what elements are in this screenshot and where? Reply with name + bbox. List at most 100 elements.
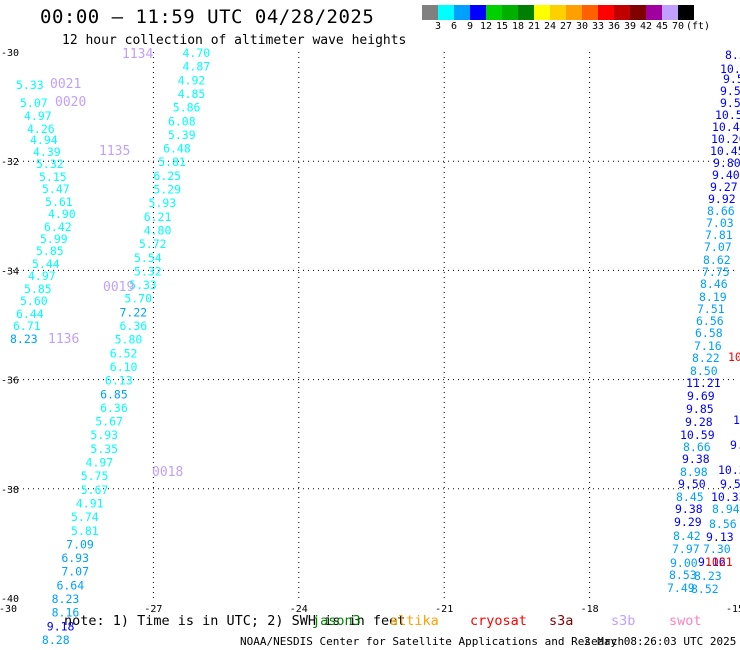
colorbar	[422, 5, 694, 20]
swh-value: 5.29	[153, 183, 181, 197]
colorbar-label: 12	[479, 21, 493, 32]
colorbar-swatch	[486, 5, 502, 20]
swh-value: 9.00	[670, 556, 698, 570]
swh-value: 4.90	[48, 207, 76, 221]
swh-value: 8.46	[700, 277, 728, 291]
swh-value: 6.42	[44, 220, 72, 234]
swh-value: 4.97	[28, 269, 56, 283]
swh-value: 4.87	[182, 60, 210, 74]
swh-value: 4.39	[33, 145, 61, 159]
lat-tick-label: -30	[1, 48, 19, 59]
colorbar-swatch	[630, 5, 646, 20]
swh-value: 8.98	[680, 465, 708, 479]
swh-value: 4.80	[144, 223, 172, 237]
colorbar-swatch	[662, 5, 678, 20]
swh-value: 9.85	[686, 402, 714, 416]
swh-value: 6.85	[100, 387, 128, 401]
swh-value: 6.13	[105, 374, 133, 388]
colorbar-swatch	[438, 5, 454, 20]
pass-time-tag: 1134	[122, 47, 153, 62]
legend-item-s3a: s3a	[549, 613, 574, 629]
swh-value: 8.23	[52, 592, 80, 606]
pass-time-tag: 1135	[99, 144, 130, 159]
swh-value: 7.07	[704, 240, 732, 254]
swh-value: 8.66	[683, 440, 711, 454]
swh-value: 8.28	[42, 633, 70, 647]
swh-value: 6.36	[119, 319, 147, 333]
colorbar-label: (ft)	[685, 21, 711, 32]
lon-tick-label: -21	[435, 604, 453, 615]
colorbar-label: 36	[607, 21, 621, 32]
footnote: note: 1) Time is in UTC; 2) SWH is in fe…	[64, 613, 406, 629]
swh-value: 5.72	[139, 237, 167, 251]
swh-value: 9.80	[713, 156, 740, 170]
swh-value: 8.52	[691, 582, 719, 596]
swh-value: 4.92	[178, 73, 206, 87]
swh-value: 6.71	[13, 319, 41, 333]
swh-value: 8.45	[676, 490, 704, 504]
swh-value: 8.62	[703, 253, 731, 267]
colorbar-swatch	[502, 5, 518, 20]
colorbar-label: 9	[466, 21, 474, 32]
colorbar-label: 3	[434, 21, 442, 32]
swh-value: 9.50	[720, 477, 740, 491]
swh-value: 5.67	[95, 415, 123, 429]
swh-value: 5.39	[168, 128, 196, 142]
colorbar-label: 45	[655, 21, 669, 32]
swh-value: 7.22	[119, 305, 147, 319]
swh-value: 7.51	[697, 302, 725, 316]
swh-value: 5.93	[149, 196, 177, 210]
swh-value: 7.49	[667, 581, 695, 595]
swh-value: 6.21	[144, 210, 172, 224]
lat-tick-label: -40	[1, 594, 19, 605]
swh-value: 7.09	[66, 537, 94, 551]
colorbar-label: 39	[623, 21, 637, 32]
colorbar-swatch	[454, 5, 470, 20]
swh-value: 6.10	[110, 360, 138, 374]
lat-tick-label: -34	[1, 266, 19, 277]
colorbar-swatch	[582, 5, 598, 20]
legend-item-jason3: jason3	[312, 613, 361, 629]
swh-value: 9.54	[720, 84, 740, 98]
swh-value: 9.69	[687, 389, 715, 403]
swh-value: 5.61	[45, 195, 73, 209]
swh-value: 8.23	[694, 569, 722, 583]
colorbar-label: 21	[527, 21, 541, 32]
swh-value: 6.36	[100, 401, 128, 415]
swh-value: 5.75	[81, 469, 109, 483]
swh-value: 5.07	[20, 96, 48, 110]
swh-value: 5.33	[16, 78, 44, 92]
swh-value: 7.81	[705, 228, 733, 242]
swh-value: 4.70	[182, 46, 210, 60]
swh-value: 4.94	[30, 133, 58, 147]
swh-value: 8.94	[712, 502, 740, 516]
colorbar-swatch	[678, 5, 694, 20]
swh-value: 6.56	[696, 314, 724, 328]
pass-time-tag: 0020	[55, 95, 86, 110]
swh-value: 8.22	[692, 351, 720, 365]
swh-value: 5.70	[124, 292, 152, 306]
swh-value: 5.85	[36, 244, 64, 258]
swh-value: 8.66	[707, 204, 735, 218]
lon-tick-label: -15	[726, 604, 740, 615]
swh-value: 10.59	[680, 428, 715, 442]
swh-value: 9.38	[675, 502, 703, 516]
swh-value: 5.60	[20, 294, 48, 308]
swh-value: 10	[728, 350, 740, 364]
swh-value: 9.27	[710, 180, 738, 194]
swh-value: 7.75	[702, 265, 730, 279]
swh-value: 4.85	[178, 87, 206, 101]
lon-tick-label: -18	[581, 604, 599, 615]
swh-value: 5.80	[115, 333, 143, 347]
swh-value: 4.97	[24, 109, 52, 123]
swh-value: 11.21	[686, 376, 721, 390]
pass-time-tag: 0019	[103, 280, 134, 295]
swh-value: 5.81	[158, 155, 186, 169]
colorbar-swatch	[566, 5, 582, 20]
swh-value: 4.97	[86, 456, 114, 470]
colorbar-label: 33	[591, 21, 605, 32]
swh-value: 5.85	[24, 282, 52, 296]
lat-tick-label: -38	[1, 485, 19, 496]
colorbar-label: 42	[639, 21, 653, 32]
colorbar-label: 6	[450, 21, 458, 32]
